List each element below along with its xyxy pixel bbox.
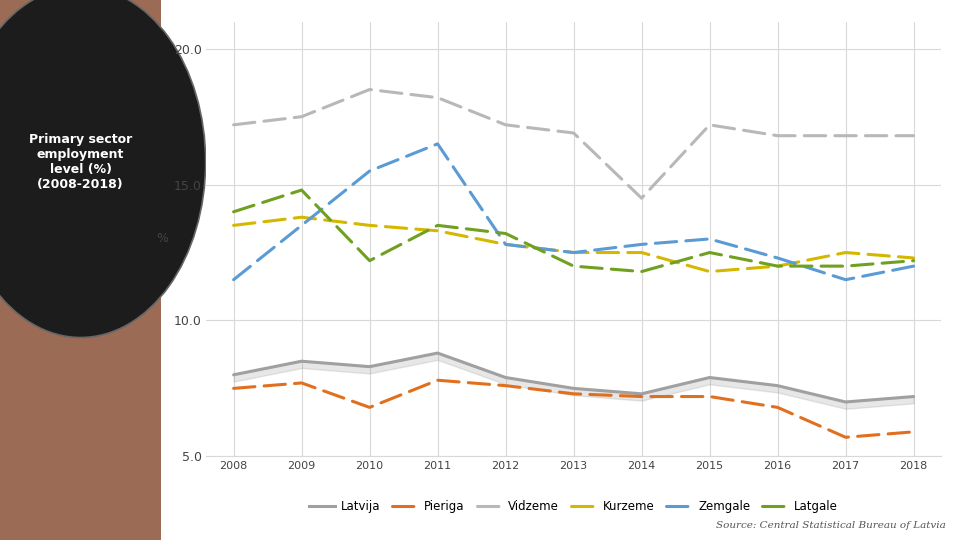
Y-axis label: %: %	[156, 232, 169, 246]
Legend: Latvija, Pieriga, Vidzeme, Kurzeme, Zemgale, Latgale: Latvija, Pieriga, Vidzeme, Kurzeme, Zemg…	[304, 495, 843, 518]
Text: Source: Central Statistical Bureau of Latvia: Source: Central Statistical Bureau of La…	[716, 521, 946, 530]
Ellipse shape	[0, 0, 205, 338]
Text: Primary sector
employment
level (%)
(2008-2018): Primary sector employment level (%) (200…	[29, 133, 132, 191]
